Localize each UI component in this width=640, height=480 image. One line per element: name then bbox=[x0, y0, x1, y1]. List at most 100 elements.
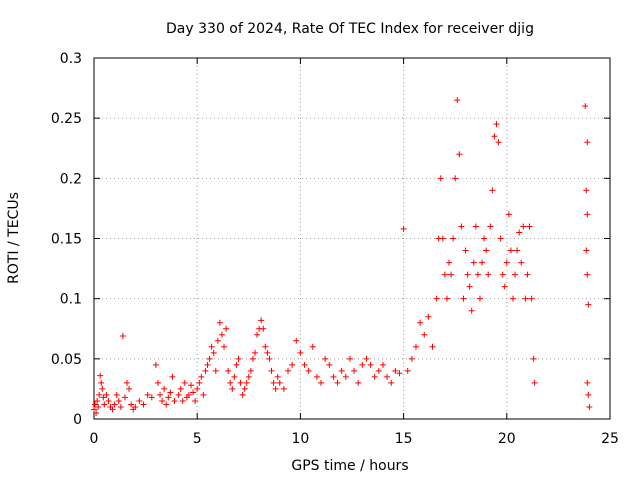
y-tick-label: 0.15 bbox=[51, 232, 82, 248]
data-point bbox=[512, 271, 519, 278]
data-point bbox=[313, 373, 320, 380]
data-point bbox=[270, 379, 277, 386]
data-point bbox=[92, 401, 99, 408]
data-point bbox=[495, 139, 502, 146]
data-point bbox=[94, 397, 101, 404]
data-point bbox=[206, 355, 213, 362]
data-point bbox=[474, 271, 481, 278]
data-point bbox=[585, 391, 592, 398]
data-point bbox=[520, 223, 527, 230]
data-point bbox=[276, 379, 283, 386]
data-point bbox=[509, 295, 516, 302]
data-point bbox=[584, 211, 591, 218]
data-point bbox=[124, 379, 131, 386]
data-point bbox=[264, 349, 271, 356]
data-point bbox=[289, 361, 296, 368]
data-point bbox=[584, 139, 591, 146]
x-tick-label: 25 bbox=[601, 431, 619, 447]
data-point bbox=[132, 403, 139, 410]
data-point bbox=[481, 235, 488, 242]
data-point bbox=[582, 103, 589, 110]
chart-title: Day 330 of 2024, Rate Of TEC Index for r… bbox=[166, 21, 534, 37]
data-point bbox=[301, 361, 308, 368]
grid bbox=[94, 58, 610, 419]
data-point bbox=[452, 175, 459, 182]
data-point bbox=[505, 211, 512, 218]
data-point bbox=[103, 391, 110, 398]
y-tick-label: 0.3 bbox=[60, 51, 82, 67]
data-point bbox=[516, 229, 523, 236]
data-point bbox=[528, 295, 535, 302]
data-point bbox=[338, 367, 345, 374]
data-point bbox=[251, 349, 258, 356]
data-point bbox=[216, 319, 223, 326]
data-point bbox=[97, 372, 104, 379]
data-point bbox=[95, 403, 102, 410]
data-point bbox=[196, 379, 203, 386]
y-tick-label: 0.05 bbox=[51, 352, 82, 368]
data-point bbox=[198, 373, 205, 380]
data-point bbox=[154, 379, 161, 386]
data-point bbox=[524, 271, 531, 278]
data-point bbox=[437, 175, 444, 182]
data-point bbox=[233, 361, 240, 368]
data-point bbox=[586, 403, 593, 410]
x-tick-label: 10 bbox=[291, 431, 309, 447]
data-point bbox=[479, 259, 486, 266]
data-point bbox=[212, 367, 219, 374]
data-point bbox=[91, 406, 97, 413]
data-point bbox=[309, 343, 316, 350]
data-point bbox=[210, 349, 217, 356]
data-point bbox=[531, 379, 538, 386]
data-point bbox=[258, 317, 265, 324]
data-point bbox=[208, 343, 215, 350]
data-point bbox=[503, 259, 510, 266]
data-point bbox=[466, 283, 473, 290]
data-point bbox=[454, 97, 461, 104]
data-point bbox=[351, 367, 358, 374]
data-point bbox=[225, 367, 232, 374]
data-point bbox=[433, 295, 440, 302]
data-point bbox=[441, 271, 448, 278]
data-point bbox=[280, 385, 287, 392]
data-point bbox=[136, 397, 143, 404]
data-point bbox=[159, 397, 166, 404]
data-point bbox=[121, 394, 128, 401]
data-point bbox=[585, 301, 592, 308]
data-point bbox=[254, 331, 261, 338]
data-point bbox=[119, 332, 126, 339]
data-point bbox=[507, 247, 514, 254]
data-point bbox=[194, 385, 201, 392]
data-point bbox=[318, 379, 325, 386]
y-tick-label: 0.2 bbox=[60, 171, 82, 187]
data-point bbox=[342, 373, 349, 380]
y-tick-label: 0.1 bbox=[60, 292, 82, 308]
data-point bbox=[305, 367, 312, 374]
data-point bbox=[179, 397, 186, 404]
data-point bbox=[408, 355, 415, 362]
y-axis-label: ROTI / TECUs bbox=[6, 192, 22, 284]
data-point bbox=[100, 394, 107, 401]
data-point bbox=[128, 401, 135, 408]
data-point bbox=[470, 259, 477, 266]
y-tick-label: 0 bbox=[73, 412, 82, 428]
plot-frame bbox=[93, 57, 611, 420]
data-point bbox=[404, 367, 411, 374]
data-point bbox=[443, 295, 450, 302]
data-point bbox=[235, 355, 242, 362]
data-point bbox=[161, 385, 168, 392]
data-point bbox=[462, 247, 469, 254]
data-point bbox=[266, 355, 273, 362]
x-tick-label: 20 bbox=[498, 431, 516, 447]
data-point bbox=[185, 391, 192, 398]
data-point bbox=[167, 389, 174, 396]
data-point bbox=[115, 397, 122, 404]
scatter-points bbox=[91, 97, 593, 416]
ticks: 0 5 10 15 20 25 0 0.05 0.1 0.15 0.2 0.25 0.3 bbox=[51, 51, 619, 447]
data-point bbox=[227, 379, 234, 386]
data-point bbox=[476, 295, 483, 302]
data-point bbox=[530, 355, 537, 362]
data-point bbox=[584, 379, 591, 386]
data-point bbox=[113, 391, 120, 398]
data-point bbox=[163, 401, 170, 408]
